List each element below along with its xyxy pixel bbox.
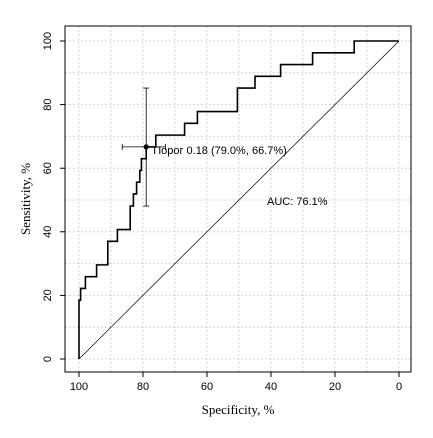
x-tick-label: 60 (201, 381, 213, 393)
threshold-label: Порог 0.18 (79.0%, 66.7%) (153, 145, 287, 157)
auc-label: AUC: 76.1% (267, 196, 328, 208)
threshold-marker (121, 87, 166, 207)
diagonal-line (78, 40, 400, 360)
roc-curve-line (78, 40, 399, 359)
x-axis-title: Specificity, % (202, 402, 275, 417)
chance-diagonal (78, 40, 400, 360)
roc-curve (78, 40, 399, 359)
x-tick-label: 80 (137, 381, 149, 393)
x-tick-label: 0 (396, 381, 402, 393)
y-tick-label: 20 (42, 289, 54, 301)
axes: 100 80 60 40 20 0 0 20 40 60 80 100 (42, 25, 412, 393)
grid-lines (65, 26, 411, 372)
y-tick-label: 0 (42, 356, 54, 362)
x-tick-label: 40 (265, 381, 277, 393)
y-tick-label: 40 (42, 226, 54, 238)
plot-frame (64, 25, 412, 373)
y-tick-label: 60 (42, 162, 54, 174)
x-tick-label: 100 (70, 381, 88, 393)
x-tick-label: 20 (329, 381, 341, 393)
y-axis-title: Sensitivity, % (18, 163, 33, 235)
threshold-point (143, 144, 149, 150)
y-tick-label: 80 (42, 98, 54, 110)
y-tick-label: 100 (42, 32, 54, 50)
